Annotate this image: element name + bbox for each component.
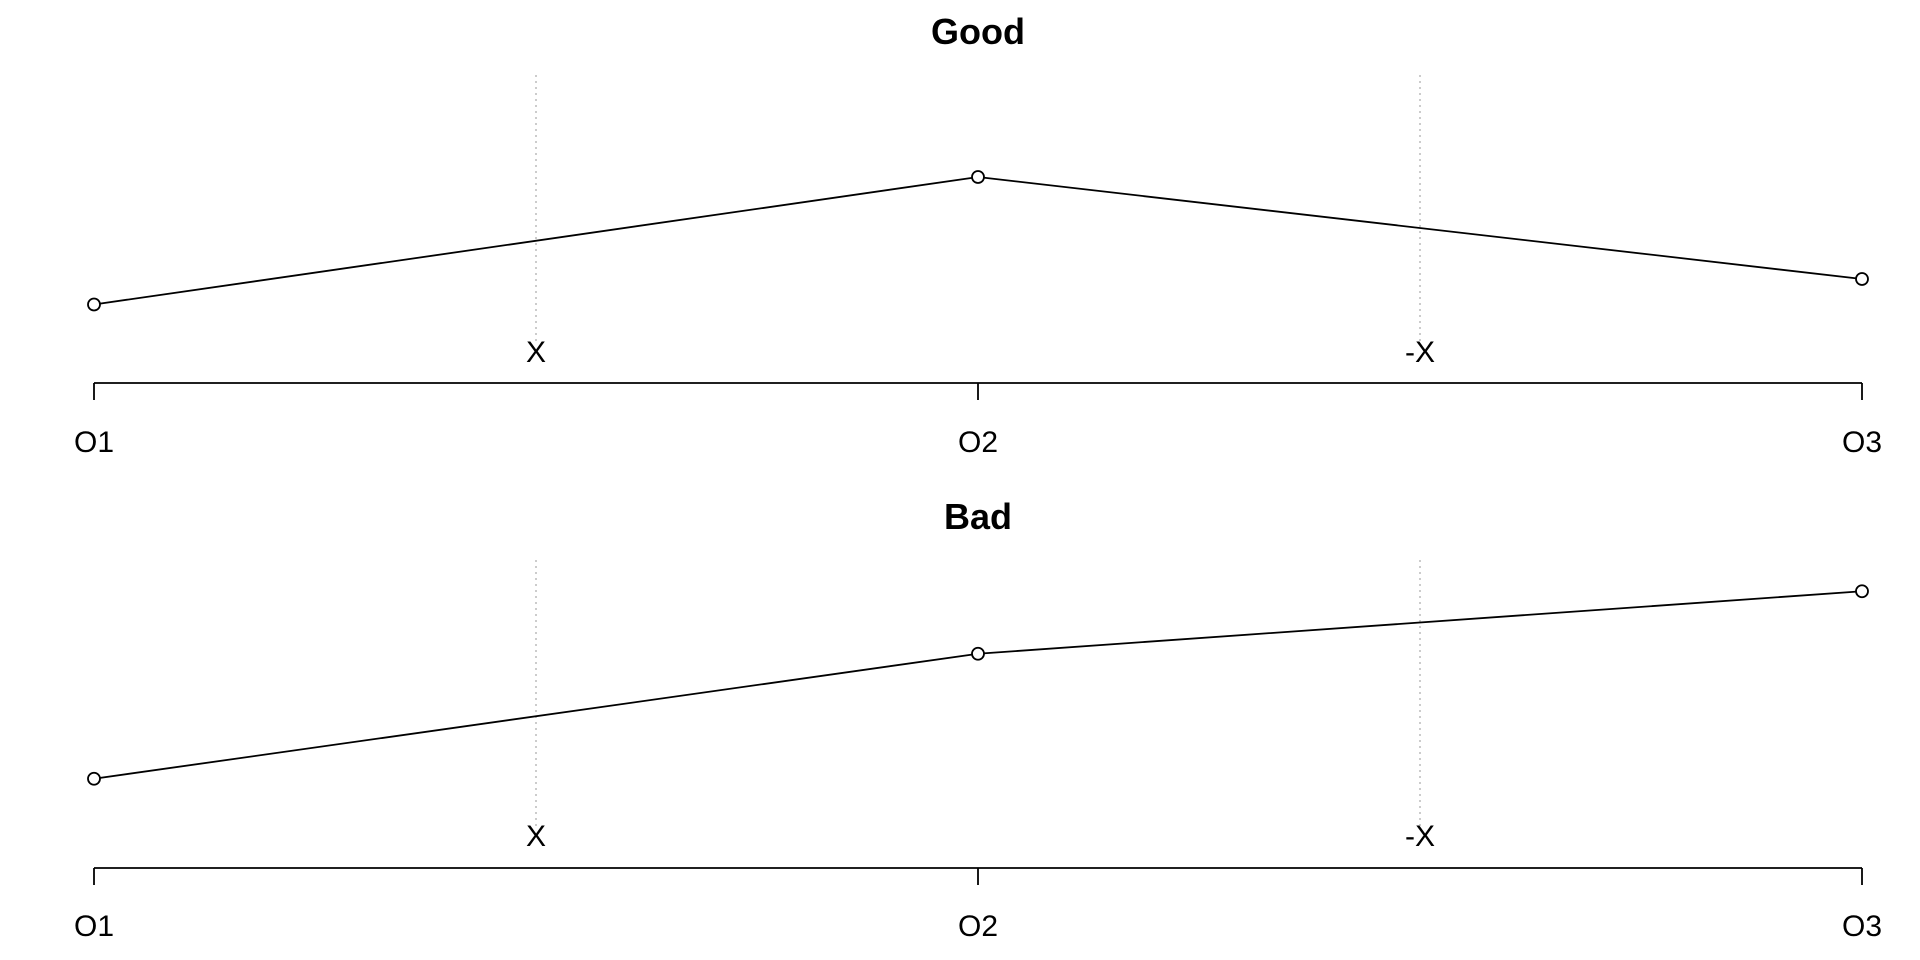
- series-line: [93, 590, 1863, 780]
- x-tick-label: O2: [958, 426, 998, 459]
- x-tick-label: O3: [1842, 426, 1882, 459]
- chart-title: Good: [931, 11, 1025, 52]
- data-point: [87, 771, 101, 786]
- data-point: [1855, 584, 1869, 599]
- annotation-label: X: [526, 820, 546, 853]
- data-point: [971, 170, 985, 184]
- data-point: [971, 646, 985, 661]
- x-tick-label: O2: [958, 910, 998, 943]
- chart-title: Bad: [944, 496, 1012, 537]
- annotation-label: -X: [1405, 820, 1435, 853]
- x-tick-label: O3: [1842, 910, 1882, 943]
- annotation-label: X: [526, 336, 546, 369]
- annotation-label: -X: [1405, 336, 1435, 369]
- data-point: [87, 297, 101, 312]
- chart-panel-good: Good X -X O1 O2 O3: [74, 11, 1882, 459]
- x-tick-label: O1: [74, 426, 114, 459]
- data-point: [1855, 272, 1869, 286]
- x-tick-label: O1: [74, 910, 114, 943]
- series-line: [93, 176, 1863, 306]
- chart-panel-bad: Bad X -X O1 O2 O3: [74, 496, 1882, 943]
